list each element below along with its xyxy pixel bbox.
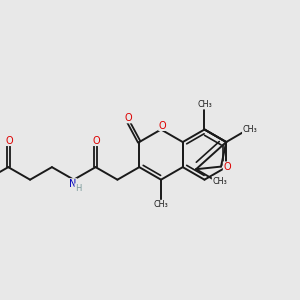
Text: CH₃: CH₃ (242, 125, 257, 134)
Text: CH₃: CH₃ (197, 100, 212, 109)
Text: O: O (92, 136, 100, 146)
Text: CH₃: CH₃ (212, 177, 227, 186)
Text: N: N (70, 179, 77, 189)
Text: CH₃: CH₃ (154, 200, 168, 209)
Text: H: H (75, 184, 81, 193)
Text: O: O (223, 162, 231, 172)
Text: O: O (5, 136, 13, 146)
Text: O: O (124, 113, 132, 123)
Text: O: O (159, 121, 167, 130)
